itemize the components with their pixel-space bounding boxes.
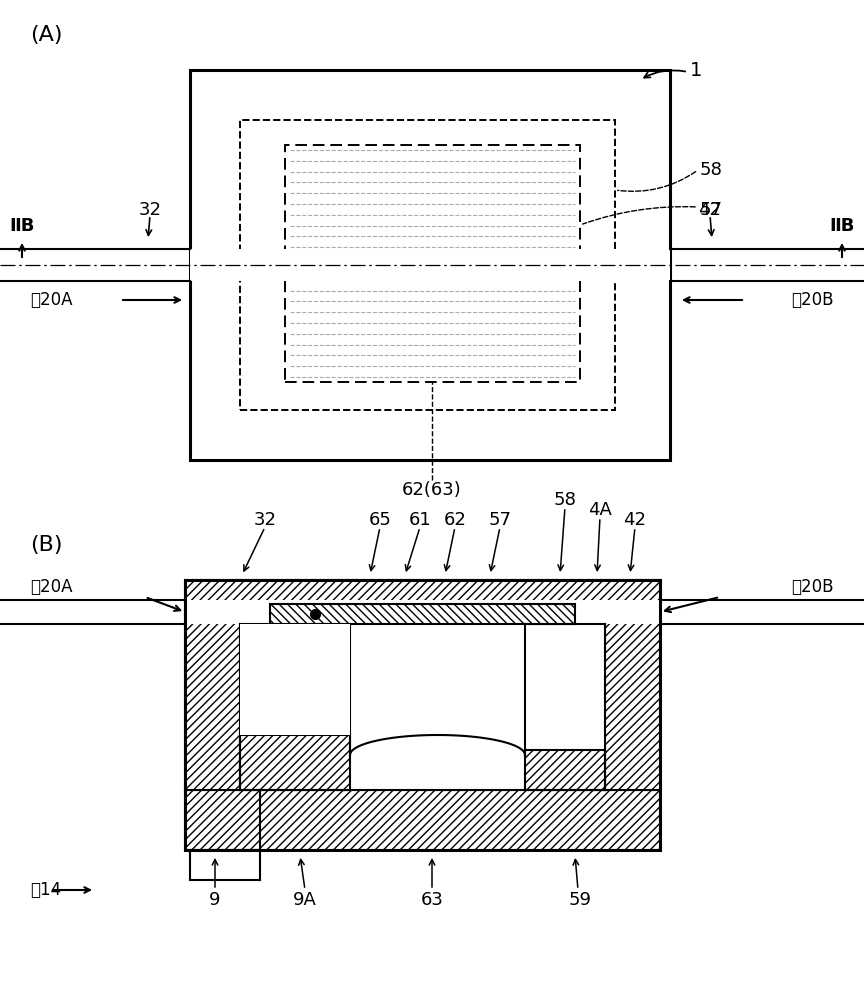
Bar: [270, 604, 575, 624]
Text: 57: 57: [488, 511, 511, 529]
Text: 4A: 4A: [588, 501, 612, 519]
Text: 42: 42: [698, 201, 721, 219]
Bar: [190, 70, 670, 460]
Text: 9: 9: [209, 891, 220, 909]
Text: ⅡB: ⅡB: [10, 217, 35, 235]
Text: 自20A: 自20A: [30, 578, 73, 596]
Bar: [240, 624, 605, 790]
Bar: [525, 750, 605, 790]
Text: 65: 65: [369, 511, 391, 529]
Bar: [185, 790, 660, 850]
Bar: [240, 624, 350, 735]
Text: 63: 63: [421, 891, 443, 909]
Bar: [185, 615, 240, 790]
Bar: [185, 580, 660, 850]
Bar: [605, 615, 660, 790]
Text: 自20B: 自20B: [791, 291, 834, 309]
Text: 61: 61: [409, 511, 431, 529]
Text: 62(63): 62(63): [402, 481, 462, 499]
Text: 59: 59: [569, 891, 592, 909]
Bar: [185, 580, 660, 615]
Text: (A): (A): [30, 25, 62, 45]
Bar: [240, 735, 350, 790]
Bar: [285, 145, 580, 382]
Text: 58: 58: [554, 491, 576, 509]
Text: 向14: 向14: [30, 881, 61, 899]
Text: 3A: 3A: [225, 691, 249, 709]
Bar: [185, 600, 660, 624]
Bar: [190, 249, 670, 281]
Text: ⅡB: ⅡB: [829, 217, 854, 235]
Text: 自20B: 自20B: [791, 578, 834, 596]
Text: 9A: 9A: [293, 891, 317, 909]
Text: (B): (B): [30, 535, 62, 555]
Text: 42: 42: [624, 511, 646, 529]
Text: 57: 57: [700, 201, 723, 219]
Text: 32: 32: [253, 511, 276, 529]
Text: 1: 1: [690, 60, 702, 80]
Text: 58: 58: [700, 161, 723, 179]
Text: 32: 32: [138, 201, 162, 219]
Bar: [240, 120, 615, 410]
Text: 62: 62: [443, 511, 467, 529]
Text: 自20A: 自20A: [30, 291, 73, 309]
